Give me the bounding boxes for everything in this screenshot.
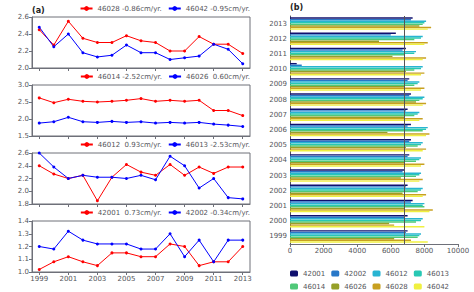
svg-text:1999: 1999 [269, 232, 287, 240]
svg-text:2013: 2013 [269, 20, 287, 28]
svg-text:46042: 46042 [427, 283, 449, 291]
svg-text:1.8: 1.8 [18, 200, 29, 208]
svg-text:2007: 2007 [269, 111, 287, 119]
svg-text:42002 -0.34cm/yr.: 42002 -0.34cm/yr. [186, 209, 250, 217]
svg-text:8000: 8000 [415, 247, 433, 255]
svg-text:2011: 2011 [269, 50, 287, 58]
svg-text:2008: 2008 [269, 96, 287, 104]
svg-text:2.4: 2.4 [18, 162, 30, 170]
svg-text:42001 0.73cm/yr.: 42001 0.73cm/yr. [98, 209, 162, 217]
svg-text:2.4: 2.4 [18, 30, 30, 38]
svg-text:2003: 2003 [88, 275, 106, 283]
svg-text:1.1: 1.1 [18, 255, 29, 263]
svg-text:2009: 2009 [269, 80, 287, 88]
svg-text:2012: 2012 [269, 35, 287, 43]
svg-text:(a): (a) [32, 6, 45, 15]
svg-text:2.6: 2.6 [18, 13, 30, 21]
svg-text:4000: 4000 [348, 247, 366, 255]
svg-text:42002: 42002 [344, 270, 366, 278]
svg-text:2003: 2003 [269, 172, 287, 180]
svg-text:0: 0 [288, 247, 292, 255]
svg-text:2.2: 2.2 [18, 47, 29, 55]
svg-text:2001: 2001 [59, 275, 77, 283]
svg-text:42001: 42001 [303, 270, 325, 278]
svg-text:2.0: 2.0 [18, 115, 29, 123]
svg-text:2010: 2010 [269, 65, 287, 73]
svg-text:2.6: 2.6 [18, 149, 30, 157]
svg-text:2005: 2005 [118, 275, 136, 283]
svg-text:2005: 2005 [269, 141, 287, 149]
svg-text:46012: 46012 [386, 270, 408, 278]
svg-text:1.0: 1.0 [18, 268, 29, 276]
svg-text:1.4: 1.4 [18, 217, 30, 225]
svg-text:2.2: 2.2 [18, 175, 29, 183]
svg-text:2.0: 2.0 [18, 187, 29, 195]
svg-text:(b): (b) [290, 3, 303, 12]
svg-text:1999: 1999 [30, 275, 48, 283]
svg-text:2001: 2001 [269, 202, 287, 210]
svg-text:46014: 46014 [303, 283, 326, 291]
svg-text:6000: 6000 [382, 247, 400, 255]
svg-text:2004: 2004 [269, 156, 287, 164]
svg-text:2.0: 2.0 [18, 64, 29, 72]
svg-text:2006: 2006 [269, 126, 287, 134]
svg-text:10000: 10000 [447, 247, 469, 255]
svg-text:46013: 46013 [427, 270, 449, 278]
svg-text:2.5: 2.5 [18, 98, 29, 106]
svg-text:2011: 2011 [205, 275, 223, 283]
svg-text:1.3: 1.3 [18, 230, 29, 238]
svg-text:46028 -0.86cm/yr.: 46028 -0.86cm/yr. [98, 5, 162, 13]
svg-text:2002: 2002 [269, 187, 287, 195]
svg-text:46028: 46028 [386, 283, 408, 291]
svg-text:2000: 2000 [269, 217, 287, 225]
svg-text:46042 -0.95cm/yr.: 46042 -0.95cm/yr. [186, 5, 250, 13]
svg-text:2007: 2007 [147, 275, 165, 283]
svg-text:2013: 2013 [234, 275, 252, 283]
svg-text:46014 -2.52cm/yr.: 46014 -2.52cm/yr. [98, 73, 162, 81]
svg-text:3.0: 3.0 [18, 81, 29, 89]
svg-text:1.2: 1.2 [18, 243, 29, 251]
svg-text:46013 -2.53cm/yr.: 46013 -2.53cm/yr. [186, 141, 250, 149]
svg-text:46026 0.60cm/yr.: 46026 0.60cm/yr. [186, 73, 250, 81]
svg-text:2009: 2009 [176, 275, 194, 283]
svg-text:1.5: 1.5 [18, 132, 29, 140]
svg-text:46012 0.93cm/yr.: 46012 0.93cm/yr. [98, 141, 162, 149]
svg-text:2000: 2000 [315, 247, 333, 255]
svg-text:46026: 46026 [344, 283, 367, 291]
